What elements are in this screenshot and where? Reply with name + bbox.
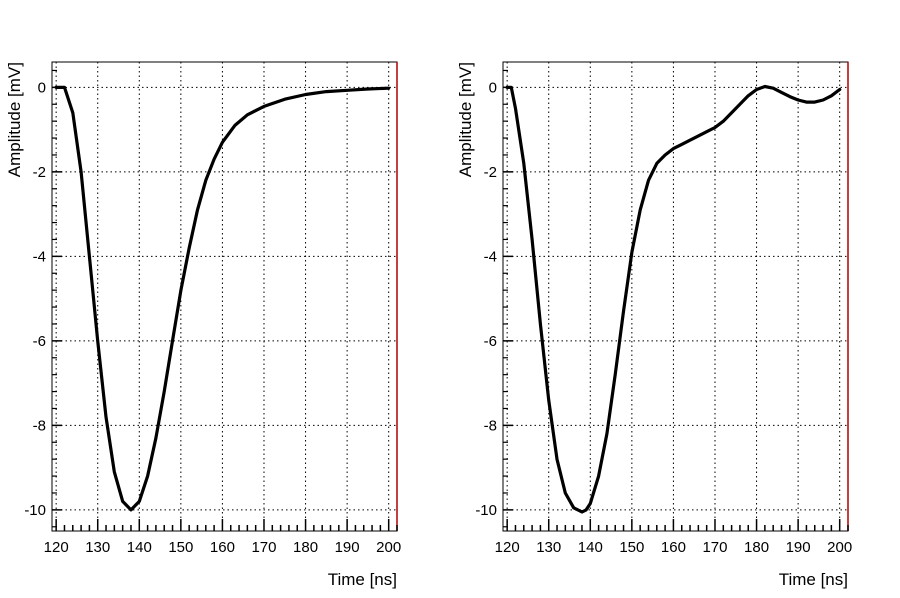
right-x-axis-title: Time [ns] xyxy=(779,570,848,589)
right-y-tick-label: -2 xyxy=(484,164,497,181)
left-y-tick-label: -10 xyxy=(24,502,46,519)
right-x-tick-label: 170 xyxy=(702,539,727,556)
left-y-tick-label: -8 xyxy=(33,417,46,434)
left-x-axis-title: Time [ns] xyxy=(328,570,397,589)
right-y-tick-label: 0 xyxy=(489,79,497,96)
left-x-tick-label: 140 xyxy=(127,539,152,556)
right-x-tick-label: 130 xyxy=(536,539,561,556)
right-x-tick-label: 190 xyxy=(786,539,811,556)
right-x-tick-label: 120 xyxy=(495,539,520,556)
right-x-tick-label: 160 xyxy=(661,539,686,556)
left-x-tick-label: 130 xyxy=(85,539,110,556)
right-x-tick-label: 140 xyxy=(578,539,603,556)
right-x-tick-label: 150 xyxy=(619,539,644,556)
left-y-tick-label: -6 xyxy=(33,333,46,350)
left-y-axis-title: Amplitude [mV] xyxy=(5,62,24,177)
left-y-tick-label: -4 xyxy=(33,248,46,265)
right-y-tick-label: -6 xyxy=(484,333,497,350)
left-series-line-waveform xyxy=(54,85,391,512)
right-x-tick-label: 180 xyxy=(744,539,769,556)
left-x-tick-label: 180 xyxy=(293,539,318,556)
left-plot-frame xyxy=(51,61,398,532)
left-x-tick-label: 190 xyxy=(335,539,360,556)
left-x-tick-label: 120 xyxy=(44,539,69,556)
right-plot-frame xyxy=(502,61,849,532)
right-y-tick-label: -4 xyxy=(484,248,497,265)
right-waveform-panel: 120 130 140 150 160 170 180 190 200 0 -2 -4 -6 -8 -10 T… xyxy=(456,61,852,589)
left-x-tick-label: 200 xyxy=(376,539,401,556)
right-series-line-waveform xyxy=(505,84,842,514)
left-x-tick-label: 150 xyxy=(168,539,193,556)
left-y-tick-label: 0 xyxy=(38,79,46,96)
left-y-tick-label: -2 xyxy=(33,164,46,181)
right-y-tick-label: -8 xyxy=(484,417,497,434)
right-x-tick-label: 200 xyxy=(827,539,852,556)
left-x-tick-label: 170 xyxy=(251,539,276,556)
right-y-axis-title: Amplitude [mV] xyxy=(456,62,475,177)
left-waveform-panel: 120 130 140 150 160 170 180 190 200 0 -2 -4 -6 -8 -10 T… xyxy=(5,61,401,589)
right-y-tick-label: -10 xyxy=(475,502,497,519)
left-x-tick-label: 160 xyxy=(210,539,235,556)
